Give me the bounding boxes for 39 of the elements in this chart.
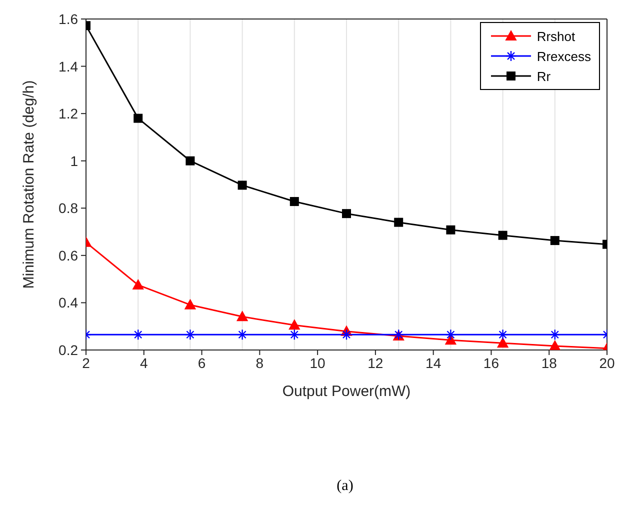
point <box>394 218 404 227</box>
x-tick-label: 4 <box>140 354 148 371</box>
x-tick-label: 14 <box>426 354 442 371</box>
point <box>550 236 560 246</box>
y-tick-label: 1.2 <box>58 106 78 122</box>
x-tick-label: 6 <box>198 354 206 371</box>
point <box>238 180 247 190</box>
legend-label: Rr <box>536 68 551 84</box>
y-tick-label: 0.4 <box>58 294 78 311</box>
x-tick-label: 16 <box>483 354 500 371</box>
point <box>497 338 508 348</box>
x-tick-label: 2 <box>82 354 90 371</box>
point <box>342 209 351 218</box>
x-tick-label: 12 <box>368 354 384 371</box>
legend-label: Rrexcess <box>536 48 591 64</box>
legend-label: Rrshot <box>536 28 576 44</box>
point <box>132 279 144 290</box>
y-tick-label: 1.6 <box>58 10 78 27</box>
point <box>549 340 560 350</box>
x-tick-label: 10 <box>310 354 326 371</box>
point <box>236 311 248 322</box>
point <box>288 320 300 330</box>
y-tick-label: 1 <box>70 152 78 169</box>
point <box>498 230 508 240</box>
y-tick-label: 0.6 <box>58 247 78 264</box>
text: (a) <box>336 478 354 495</box>
point <box>186 156 195 166</box>
x-tick-label: 20 <box>599 354 615 371</box>
y-tick-label: 0.8 <box>58 200 78 216</box>
y-tick-label: 0.2 <box>58 342 78 358</box>
point <box>446 225 456 234</box>
point <box>184 299 196 310</box>
point <box>134 114 143 123</box>
x-tick-label: 8 <box>256 354 264 371</box>
y-tick-label: 1.4 <box>58 58 78 74</box>
x-tick-label: 18 <box>541 354 558 371</box>
point <box>290 197 299 206</box>
y-axis-title: Minimum Rotation Rate (deg/h) <box>20 80 38 289</box>
x-axis-title: Output Power(mW) <box>282 383 411 400</box>
